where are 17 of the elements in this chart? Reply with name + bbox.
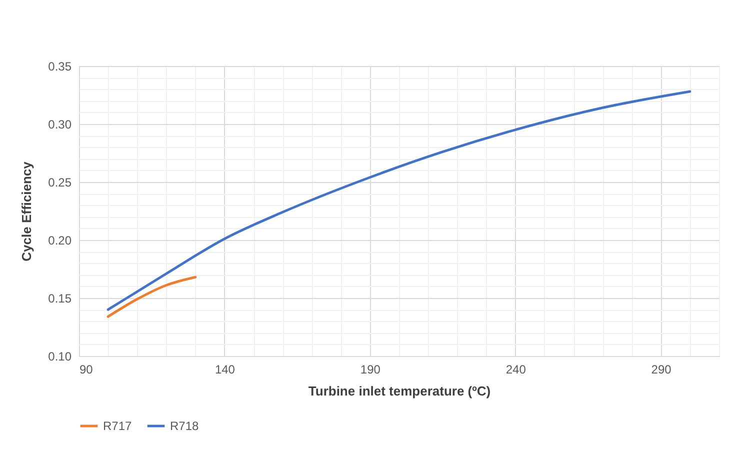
x-tick-label: 140 (214, 362, 236, 376)
line-series (106, 276, 197, 318)
y-tick-label: 0.30 (48, 118, 72, 132)
y-tick-label: 0.20 (48, 234, 72, 248)
x-tick-label: 240 (506, 362, 526, 376)
y-axis-title: Cycle Efficiency (19, 160, 34, 262)
x-tick-label: 190 (360, 362, 381, 376)
y-tick-label: 0.15 (48, 292, 72, 306)
y-tick-label: 0.35 (48, 60, 72, 74)
legend-label: R717 (103, 419, 132, 433)
x-axis-title: Turbine inlet temperature (ºC) (308, 384, 491, 398)
legend-label: R718 (170, 419, 200, 433)
y-tick-label: 0.25 (48, 176, 72, 190)
x-tick-label: 290 (651, 362, 672, 376)
line-series (106, 90, 692, 311)
x-tick-label: 90 (80, 362, 94, 376)
y-tick-label: 0.10 (48, 350, 72, 364)
